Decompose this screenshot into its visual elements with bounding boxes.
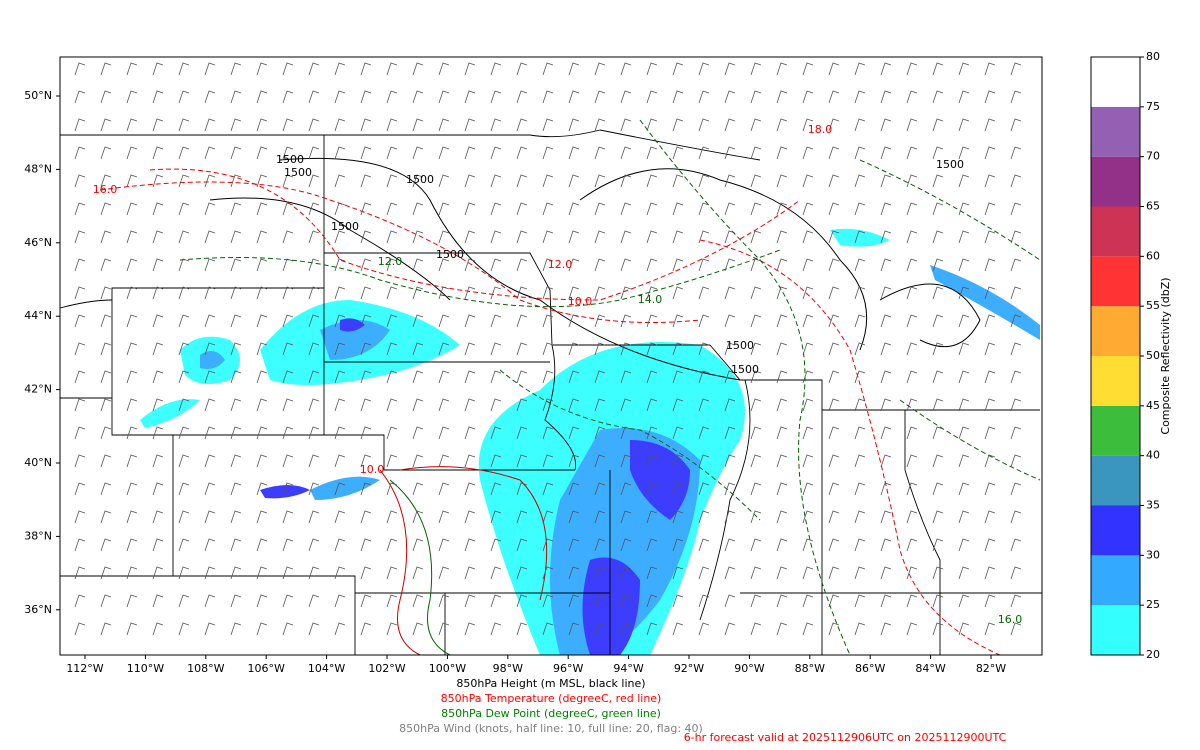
lon-tick-label: 90°W: [734, 662, 764, 675]
colorbar-swatch: [1091, 605, 1140, 655]
colorbar-tick-label: 50: [1146, 349, 1160, 362]
lon-tick-label: 92°W: [674, 662, 704, 675]
lon-tick-label: 112°W: [66, 662, 103, 675]
colorbar-swatch: [1091, 505, 1140, 556]
colorbar-swatch: [1091, 106, 1140, 157]
colorbar-tick-label: 80: [1146, 50, 1160, 63]
lon-tick-label: 94°W: [613, 662, 643, 675]
contour-label: 1500: [436, 248, 464, 261]
contour-label: 10.0: [360, 463, 385, 476]
contour-label: 10.0: [568, 295, 593, 308]
colorbar-swatch: [1091, 555, 1140, 606]
colorbar-tick-label: 70: [1146, 150, 1160, 163]
lat-tick-label: 50°N: [24, 89, 52, 102]
colorbar-swatch: [1091, 206, 1140, 257]
lon-tick-label: 86°W: [855, 662, 885, 675]
colorbar-tick-label: 20: [1146, 648, 1160, 661]
colorbar-swatch: [1091, 256, 1140, 307]
lon-tick-label: 98°W: [493, 662, 523, 675]
colorbar-tick-label: 60: [1146, 249, 1160, 262]
contour-label: 1500: [726, 339, 754, 352]
contour-label: 1500: [936, 158, 964, 171]
lon-tick-label: 96°W: [553, 662, 583, 675]
lon-tick-label: 88°W: [795, 662, 825, 675]
colorbar-label: Composite Reflectivity (dbZ): [1159, 277, 1172, 434]
colorbar-tick-label: 35: [1146, 499, 1160, 512]
lat-tick-label: 44°N: [24, 309, 52, 322]
contour-label: 12.0: [548, 258, 573, 271]
caption: 850hPa Temperature (degreeC, red line): [441, 692, 662, 705]
colorbar-swatch: [1091, 57, 1140, 107]
caption: 850hPa Dew Point (degreeC, green line): [441, 707, 661, 720]
contour-label: 16.0: [93, 183, 118, 196]
colorbar-tick-label: 40: [1146, 449, 1160, 462]
contour-label: 1500: [731, 363, 759, 376]
caption: 850hPa Height (m MSL, black line): [456, 677, 645, 690]
lat-tick-label: 42°N: [24, 383, 52, 396]
contour-label: 1500: [284, 166, 312, 179]
lon-tick-label: 102°W: [368, 662, 405, 675]
lon-tick-label: 100°W: [429, 662, 466, 675]
colorbar-tick-label: 65: [1146, 200, 1160, 213]
contour-label: 1500: [276, 153, 304, 166]
colorbar-tick-label: 25: [1146, 598, 1160, 611]
caption: 850hPa Wind (knots, half line: 10, full …: [399, 722, 703, 735]
lat-tick-label: 48°N: [24, 162, 52, 175]
map-background: [59, 56, 1043, 656]
lat-tick-label: 40°N: [24, 456, 52, 469]
lat-tick-label: 46°N: [24, 236, 52, 249]
colorbar-tick-label: 30: [1146, 548, 1160, 561]
colorbar-swatch: [1091, 306, 1140, 356]
colorbar-swatch: [1091, 156, 1140, 207]
colorbar-swatch: [1091, 356, 1140, 406]
contour-label: 1500: [406, 173, 434, 186]
lat-tick-label: 36°N: [24, 603, 52, 616]
colorbar-swatch: [1091, 405, 1140, 456]
lon-tick-label: 108°W: [187, 662, 224, 675]
forecast-note: 6-hr forecast valid at 2025112906UTC on …: [684, 731, 1007, 744]
contour-label: 16.0: [998, 613, 1023, 626]
contour-label: 12.0: [378, 255, 403, 268]
contour-label: 14.0: [638, 293, 663, 306]
colorbar-tick-label: 45: [1146, 399, 1160, 412]
lon-tick-label: 82°W: [976, 662, 1006, 675]
contour-label: 18.0: [808, 123, 833, 136]
lon-tick-label: 110°W: [127, 662, 164, 675]
contour-label: 1500: [331, 220, 359, 233]
colorbar-tick-label: 75: [1146, 100, 1160, 113]
lon-tick-label: 84°W: [915, 662, 945, 675]
lat-tick-label: 38°N: [24, 529, 52, 542]
lon-tick-label: 106°W: [248, 662, 285, 675]
colorbar-swatch: [1091, 455, 1140, 506]
colorbar-tick-label: 55: [1146, 299, 1160, 312]
lon-tick-label: 104°W: [308, 662, 345, 675]
